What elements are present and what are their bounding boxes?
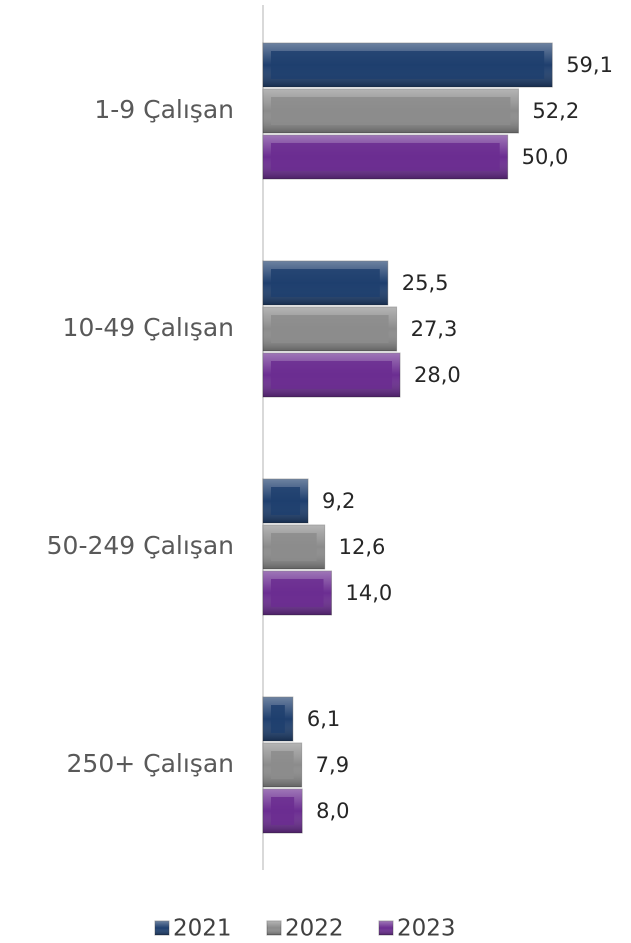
legend-swatch-shine	[379, 921, 393, 935]
value-label: 28,0	[414, 363, 461, 387]
bar-bevel	[271, 269, 380, 297]
bar-bevel	[271, 51, 545, 79]
value-label: 59,1	[566, 53, 613, 77]
bar-bevel	[271, 97, 511, 125]
legend-swatch-shine	[155, 921, 169, 935]
category-label: 250+ Çalışan	[67, 749, 234, 778]
bar-bevel	[271, 797, 295, 825]
bar-bevel	[271, 751, 294, 779]
bar-bevel	[271, 579, 324, 607]
bar-bevel	[271, 487, 301, 515]
legend-label: 2023	[397, 916, 456, 942]
bar-bevel	[271, 361, 393, 389]
value-label: 27,3	[411, 317, 458, 341]
bar-bevel	[271, 705, 285, 733]
value-label: 6,1	[307, 707, 340, 731]
value-label: 25,5	[402, 271, 449, 295]
category-label: 50-249 Çalışan	[47, 531, 234, 560]
value-label: 50,0	[522, 145, 569, 169]
category-label: 1-9 Çalışan	[94, 95, 234, 124]
value-label: 52,2	[532, 99, 579, 123]
value-label: 7,9	[316, 753, 349, 777]
bar-bevel	[271, 533, 317, 561]
category-label: 10-49 Çalışan	[63, 313, 234, 342]
legend-label: 2022	[285, 916, 344, 942]
legend-label: 2021	[173, 916, 232, 942]
bar-bevel	[271, 315, 389, 343]
legend-swatch-shine	[267, 921, 281, 935]
value-label: 12,6	[339, 535, 386, 559]
value-label: 8,0	[316, 799, 349, 823]
value-label: 14,0	[346, 581, 393, 605]
value-label: 9,2	[322, 489, 355, 513]
bar-bevel	[271, 143, 500, 171]
